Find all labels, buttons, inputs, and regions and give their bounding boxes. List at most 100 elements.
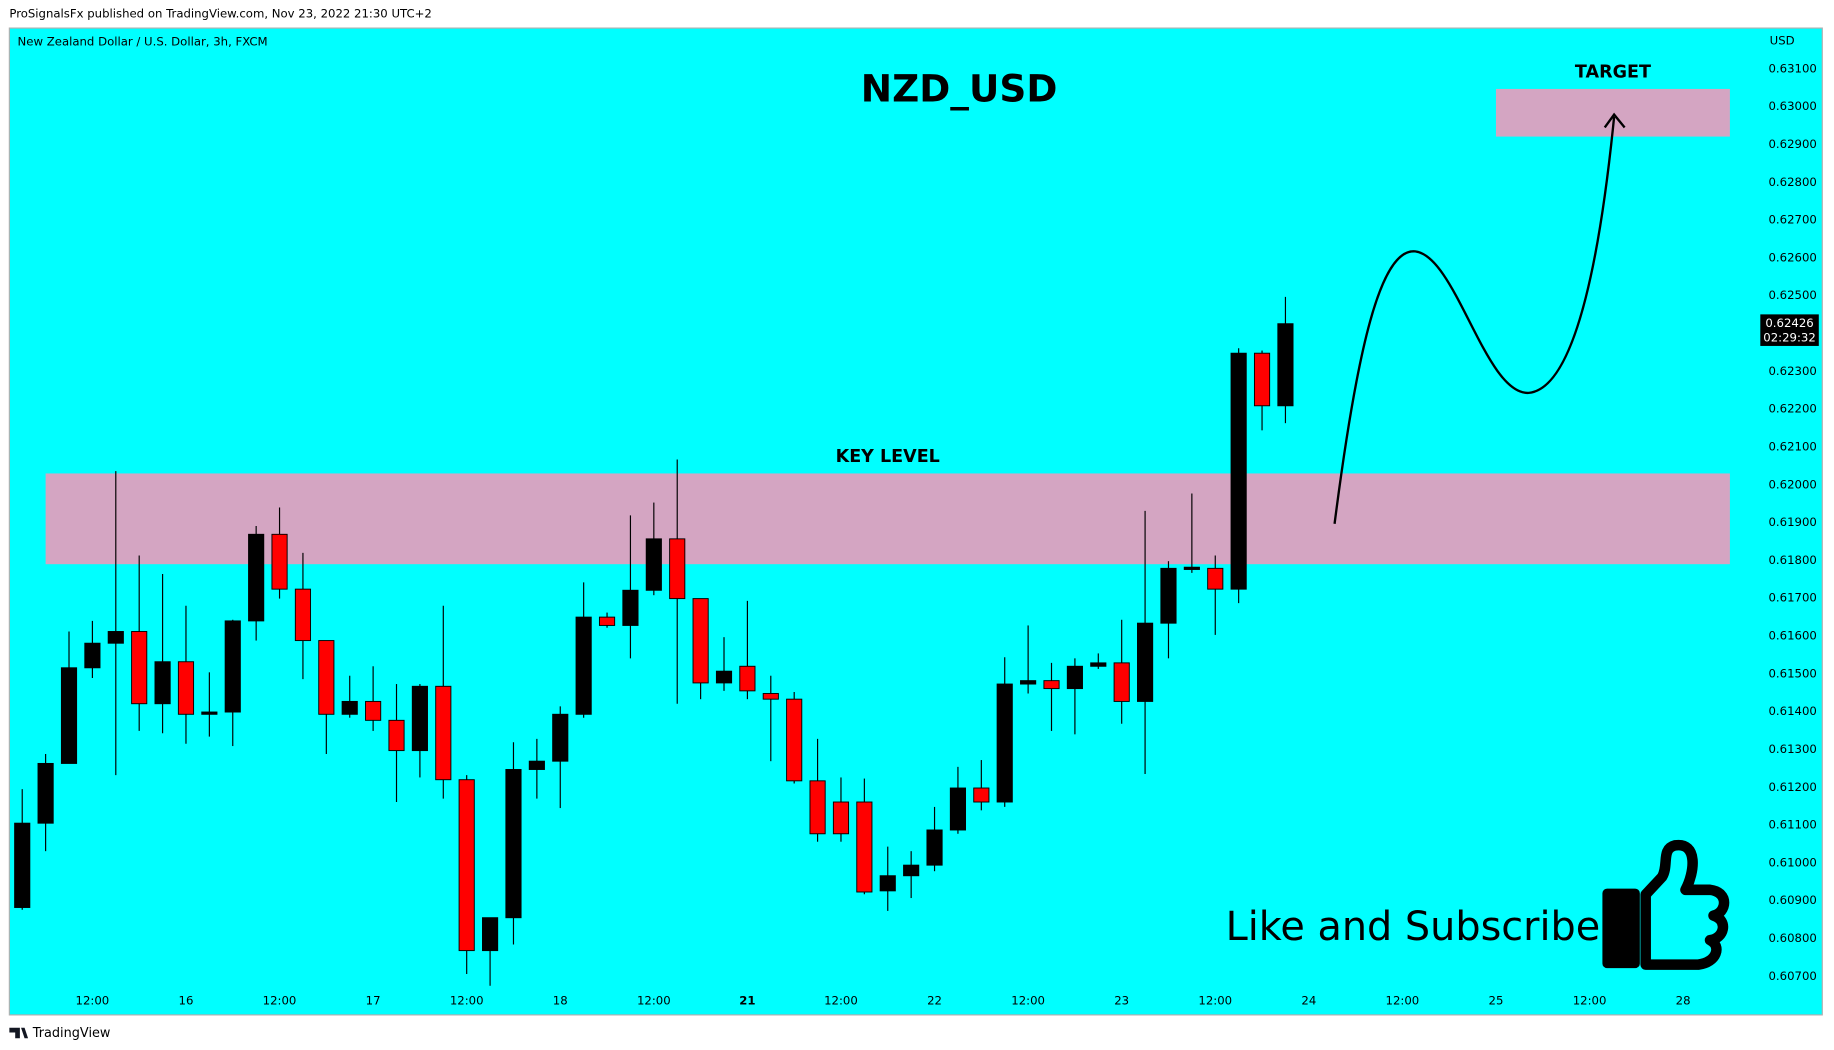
candle-body [435,685,452,781]
candle-body [84,642,101,669]
last-price-box [1760,314,1819,346]
candle-body [715,670,733,684]
y-tick-label: 0.62500 [1769,288,1817,302]
y-tick-label: 0.60700 [1769,969,1817,983]
publisher: ProSignalsFx published on TradingView.co… [9,7,432,21]
candle-body [131,631,148,705]
candle-body [856,801,873,893]
x-tick-label: 21 [739,993,755,1007]
y-tick-label: 0.61700 [1769,591,1817,605]
x-tick-label: 17 [366,993,381,1007]
candle-body [575,616,592,715]
candle-body [973,787,990,803]
candle-body [949,787,967,831]
candle-body [645,538,662,591]
x-tick-label: 18 [553,993,568,1007]
candle-body [248,533,265,622]
candle-body [201,711,218,715]
candle-body [996,683,1013,803]
candle-body [458,779,475,952]
zone-label: KEY LEVEL [836,447,940,467]
candle-body [1230,352,1247,590]
candle-body [1066,665,1083,690]
candle-body [14,822,31,908]
candle-body [224,620,241,713]
y-tick-label: 0.60800 [1769,931,1817,945]
candle-body [926,829,943,866]
candle-body [528,760,545,770]
candle-body [1113,662,1130,702]
y-tick-label: 0.62800 [1769,175,1817,189]
y-tick-label: 0.62900 [1769,137,1817,151]
x-tick-label: 24 [1301,993,1316,1007]
footer: TradingView [32,1026,111,1041]
x-tick-label: 12:00 [1573,993,1607,1007]
y-tick-label: 0.62300 [1769,364,1817,378]
thumbs-up-icon [1602,840,1730,970]
y-tick-label: 0.62600 [1769,250,1817,264]
y-tick-label: 0.63100 [1769,61,1817,75]
candle-body [1020,680,1037,685]
y-tick-label: 0.61100 [1769,818,1817,832]
candle-body [365,700,382,721]
candle-body [809,780,826,835]
candle-body [1253,352,1271,407]
candle-body [154,661,171,705]
candle-body [107,631,124,644]
candle-body [482,917,499,952]
x-tick-label: 12:00 [1198,993,1232,1007]
y-tick-label: 0.60900 [1769,893,1817,907]
candle-body [388,719,405,752]
y-tick-label: 0.62700 [1769,213,1817,227]
candle-body [832,801,850,835]
candle-body [692,598,709,684]
candle-body [879,875,896,892]
candle-body [341,700,358,715]
countdown: 02:29:32 [1763,330,1816,344]
symbol: New Zealand Dollar / U.S. Dollar, 3h, FX… [18,35,268,49]
x-tick-label: 12:00 [76,993,110,1007]
annotation: Like and Subscribe [1226,904,1601,950]
candle-body [411,685,428,752]
candle-body [1183,566,1200,570]
x-tick-label: 12:00 [1386,993,1420,1007]
y-tick-label: 0.62100 [1769,439,1817,453]
last-price-label: 0.62426 [1765,316,1813,330]
candle-body [739,665,756,692]
tradingview-logo [9,1027,29,1039]
y-tick-label: 0.61600 [1769,629,1817,643]
y-tick-label: 0.61300 [1769,742,1817,756]
candle-body [786,698,803,782]
candle-body [1207,567,1224,590]
candle-body [903,864,920,877]
y-tick-label: 0.61200 [1769,780,1817,794]
candle-body [1043,680,1060,690]
candle-body [271,533,288,590]
x-tick-label: 12:00 [637,993,671,1007]
zone-label: TARGET [1575,63,1651,83]
zone [45,473,1730,565]
y-tick-label: 0.61000 [1769,855,1817,869]
y-tick-label: 0.61500 [1769,666,1817,680]
x-tick-label: 28 [1676,993,1691,1007]
x-tick-label: 23 [1114,993,1129,1007]
y-tick-label: 0.62200 [1769,402,1817,416]
candle-body [505,769,522,919]
x-tick-label: 16 [179,993,194,1007]
candle-body [37,762,54,824]
x-tick-label: 12:00 [450,993,484,1007]
y-tick-label: 0.61800 [1769,553,1817,567]
candle-body [294,588,312,642]
x-tick-label: 12:00 [263,993,297,1007]
x-tick-label: 22 [927,993,942,1007]
candle-body [1090,662,1107,667]
candle-body [1137,622,1154,702]
candle-body [669,538,686,600]
candle-body [622,589,639,626]
projection-curve [1333,116,1616,524]
candle-body [318,640,335,715]
candle-body [552,713,569,762]
y-tick-label: 0.63000 [1769,99,1817,113]
x-tick-label: 12:00 [1011,993,1045,1007]
